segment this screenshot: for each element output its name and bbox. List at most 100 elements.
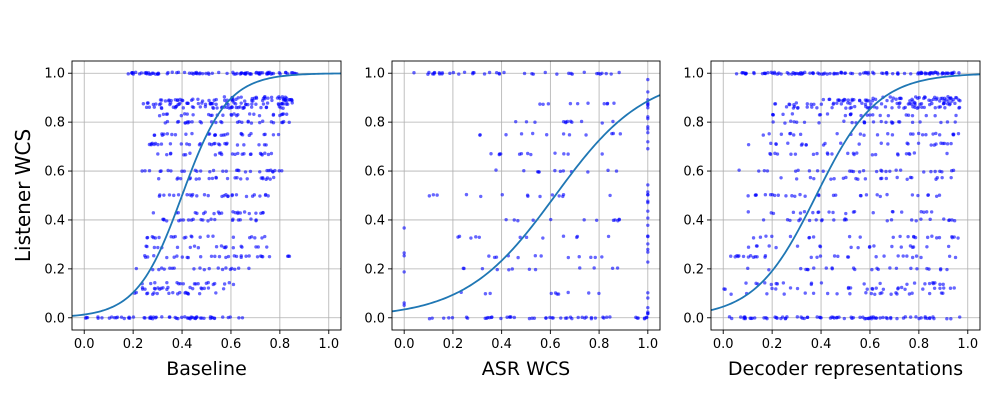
data-point	[819, 281, 824, 285]
data-point	[646, 242, 650, 246]
data-point	[219, 152, 224, 157]
data-point	[561, 119, 566, 124]
data-point	[270, 98, 274, 103]
data-point	[611, 218, 616, 223]
data-point	[862, 120, 867, 125]
data-point	[818, 254, 823, 258]
data-point	[862, 133, 866, 137]
data-point	[151, 267, 155, 272]
data-point	[279, 106, 283, 110]
data-point	[769, 141, 773, 146]
data-point	[836, 71, 840, 76]
data-point	[157, 235, 161, 240]
data-point	[263, 192, 268, 197]
data-point	[165, 132, 170, 136]
data-point	[763, 281, 767, 285]
data-point	[723, 287, 727, 291]
data-point	[886, 142, 890, 146]
data-point	[910, 175, 914, 180]
data-point	[216, 266, 220, 270]
data-point	[158, 287, 162, 291]
data-point	[214, 97, 218, 102]
data-point	[553, 151, 557, 155]
data-point	[795, 315, 800, 319]
data-point	[606, 234, 611, 239]
data-point	[742, 316, 746, 321]
data-point	[761, 218, 766, 222]
data-point	[234, 193, 239, 197]
data-point	[754, 281, 758, 286]
data-point	[899, 245, 903, 249]
data-point	[615, 266, 620, 270]
data-point	[582, 70, 586, 74]
data-point	[873, 292, 877, 296]
data-point	[880, 71, 884, 75]
data-point	[798, 132, 803, 137]
data-point	[208, 315, 213, 319]
data-point	[775, 316, 779, 320]
data-point	[807, 169, 812, 173]
data-point	[832, 218, 836, 222]
data-point	[247, 211, 251, 216]
data-point	[179, 113, 184, 118]
data-point	[611, 119, 615, 124]
data-point	[924, 132, 928, 137]
data-point	[216, 210, 221, 214]
data-point	[191, 105, 196, 110]
data-point	[890, 106, 894, 110]
data-point	[570, 72, 574, 76]
data-point	[815, 255, 819, 259]
data-point	[165, 255, 169, 260]
data-point	[182, 169, 186, 173]
data-point	[194, 177, 198, 181]
data-point	[916, 105, 921, 109]
data-point	[815, 315, 819, 319]
data-point	[146, 101, 150, 105]
data-point	[843, 113, 848, 118]
data-point	[203, 102, 208, 107]
data-point	[923, 316, 927, 320]
data-point	[891, 210, 895, 214]
data-point	[771, 113, 775, 117]
data-point	[823, 141, 827, 146]
data-point	[797, 72, 802, 76]
data-point	[910, 120, 915, 125]
data-point	[141, 102, 146, 106]
data-point	[896, 254, 900, 258]
data-point	[861, 168, 866, 173]
data-point	[920, 133, 925, 137]
data-point	[213, 217, 217, 222]
data-point	[913, 103, 917, 107]
data-point	[909, 102, 914, 106]
data-point	[185, 316, 190, 320]
data-point	[929, 169, 933, 174]
data-point	[550, 193, 555, 197]
data-point	[266, 96, 270, 100]
data-point	[894, 266, 899, 270]
data-point	[157, 267, 161, 272]
data-point	[811, 235, 816, 239]
data-point	[185, 112, 189, 116]
data-point	[151, 71, 156, 76]
data-point	[758, 235, 763, 239]
data-point	[126, 72, 130, 76]
data-point	[587, 291, 591, 295]
data-point	[176, 176, 180, 180]
data-point	[163, 99, 168, 103]
data-point	[830, 105, 834, 110]
data-point	[497, 152, 502, 156]
data-point	[172, 193, 176, 198]
data-point	[427, 317, 432, 321]
data-point	[152, 105, 157, 109]
data-point	[835, 292, 839, 296]
data-point	[827, 97, 831, 102]
data-point	[430, 316, 434, 320]
data-point	[805, 105, 809, 109]
data-point	[803, 291, 807, 295]
data-point	[249, 105, 254, 109]
data-point	[206, 286, 211, 290]
data-point	[264, 105, 269, 109]
data-point	[269, 120, 274, 124]
data-point	[785, 218, 790, 222]
data-point	[945, 317, 949, 321]
